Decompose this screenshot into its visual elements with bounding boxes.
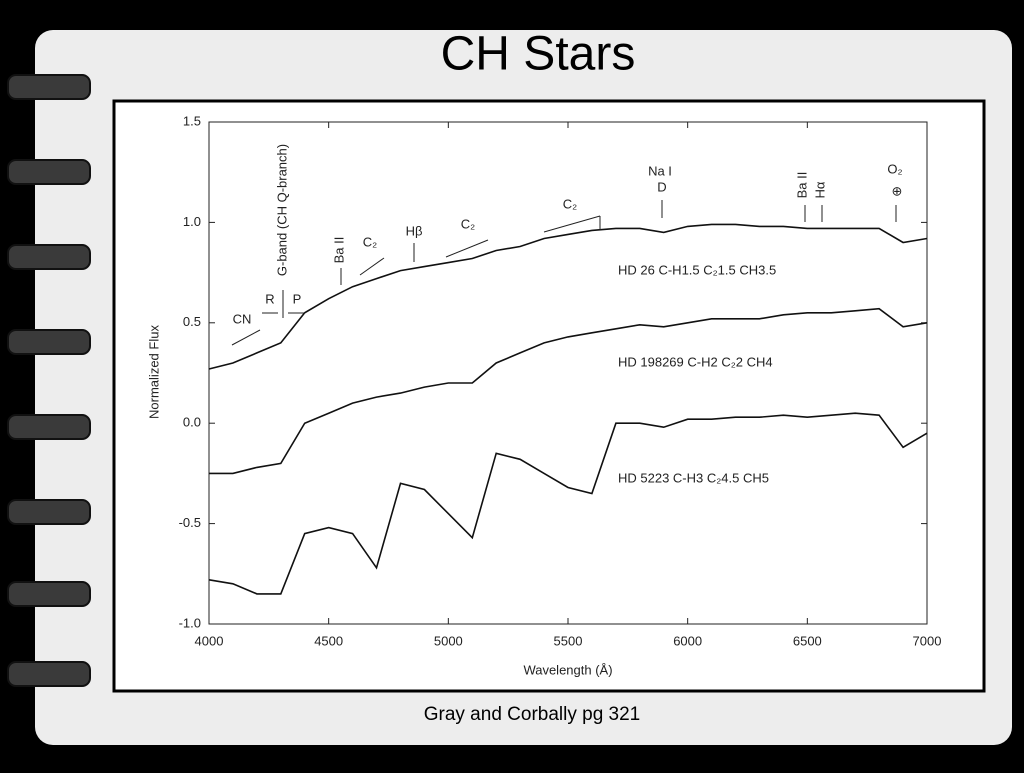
annotation-line: [359, 257, 385, 276]
annotation-line: [231, 329, 261, 346]
x-tick-label: 5500: [554, 633, 583, 648]
annotation: P: [293, 291, 302, 306]
annotation: C₂: [461, 216, 475, 231]
spectrum-line: [208, 412, 928, 595]
annotation: Ba II: [794, 172, 809, 199]
x-tick-label: 6000: [673, 633, 702, 648]
annotation: C₂: [563, 196, 577, 211]
annotation: Ba II: [331, 237, 346, 264]
chart-frame: [112, 99, 986, 693]
x-tick-label: 4000: [195, 633, 224, 648]
x-axis-label: Wavelength (Å): [523, 662, 612, 677]
slide-title: CH Stars: [441, 28, 636, 81]
annotation: Hα: [812, 181, 827, 198]
y-tick-label: -1.0: [179, 615, 201, 630]
series-label: HD 198269 C-H2 C₂2 CH4: [618, 354, 773, 369]
annotation: ⊕: [892, 183, 903, 198]
annotation: O₂: [887, 161, 902, 176]
annotation: D: [657, 179, 666, 194]
annotation: R: [265, 291, 274, 306]
annotation: Na I: [648, 163, 672, 178]
series-label: HD 5223 C-H3 C₂4.5 CH5: [618, 470, 769, 485]
x-tick-label: 6500: [793, 633, 822, 648]
y-axis-label: Normalized Flux: [146, 325, 161, 419]
x-tick-label: 4500: [314, 633, 343, 648]
annotation: C₂: [363, 234, 377, 249]
y-tick-label: 0.0: [183, 415, 201, 430]
caption: Gray and Corbally pg 321: [424, 704, 641, 725]
annotation-line: [445, 239, 489, 258]
annotation: Hβ: [406, 223, 423, 238]
spectrum-line: [208, 223, 928, 370]
y-tick-label: 1.5: [183, 113, 201, 128]
annotation-line: [543, 215, 601, 233]
binder-rings: [7, 74, 91, 687]
series-label: HD 26 C-H1.5 C₂1.5 CH3.5: [618, 262, 776, 277]
x-tick-label: 5000: [434, 633, 463, 648]
annotation: CN: [233, 311, 252, 326]
y-tick-label: 1.0: [183, 214, 201, 229]
y-tick-label: -0.5: [179, 515, 201, 530]
annotation: G-band (CH Q-branch): [274, 144, 289, 276]
spectrum-line: [209, 307, 928, 475]
x-tick-label: 7000: [913, 633, 942, 648]
y-tick-label: 0.5: [183, 314, 201, 329]
